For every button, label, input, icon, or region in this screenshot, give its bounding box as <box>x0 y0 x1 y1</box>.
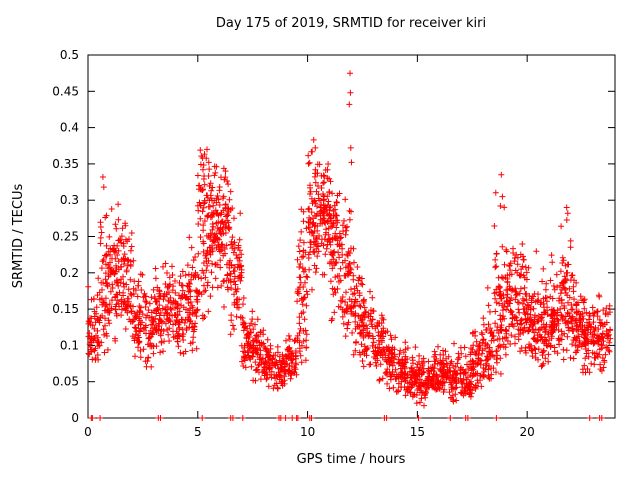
ticks-layer: 0 5 10 15 20 0 0.05 0.1 0.15 0.2 0.25 0.3 0.35 0.4 0.4… <box>52 48 615 439</box>
y-tick-label: 0.35 <box>52 157 79 171</box>
y-axis-label: SRMTID / TECUs <box>11 184 26 289</box>
x-tick-label: 0 <box>84 425 92 439</box>
plot-border <box>87 54 616 419</box>
x-tick-label: 20 <box>520 425 535 439</box>
y-tick-label: 0.4 <box>60 121 79 135</box>
y-tick-label: 0.2 <box>60 266 79 280</box>
y-tick-label: 0.25 <box>52 230 79 244</box>
scatter-points <box>85 70 614 421</box>
x-tick-label: 5 <box>194 425 202 439</box>
y-tick-label: 0.45 <box>52 84 79 98</box>
y-tick-label: 0.15 <box>52 302 79 316</box>
y-tick-label: 0.1 <box>60 338 79 352</box>
x-tick-label: 10 <box>300 425 315 439</box>
y-tick-label: 0.3 <box>60 193 79 207</box>
x-tick-label: 15 <box>410 425 425 439</box>
x-axis-label: GPS time / hours <box>297 452 406 467</box>
chart-title: Day 175 of 2019, SRMTID for receiver kir… <box>216 16 486 31</box>
y-tick-label: 0.05 <box>52 375 79 389</box>
y-tick-label: 0 <box>71 411 79 425</box>
y-tick-label: 0.5 <box>60 48 79 62</box>
